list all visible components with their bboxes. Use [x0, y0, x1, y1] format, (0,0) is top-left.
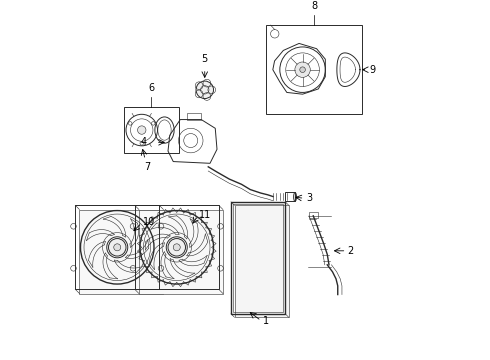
Text: 11: 11	[199, 210, 211, 220]
Bar	[309, 212, 318, 217]
Text: 3: 3	[306, 193, 312, 203]
Circle shape	[196, 81, 214, 99]
Text: 5: 5	[201, 54, 208, 64]
Text: 7: 7	[144, 162, 150, 172]
Bar	[79, 210, 164, 293]
Circle shape	[114, 244, 121, 251]
Circle shape	[300, 67, 305, 72]
Bar	[266, 25, 362, 114]
Text: 10: 10	[143, 217, 155, 227]
Bar	[235, 205, 289, 317]
Bar	[187, 113, 201, 120]
Text: 4: 4	[141, 137, 147, 147]
Bar	[124, 107, 178, 153]
Bar	[285, 192, 295, 201]
Circle shape	[295, 62, 310, 77]
Bar	[231, 202, 285, 314]
Bar	[75, 205, 159, 289]
Circle shape	[168, 239, 186, 256]
Text: 2: 2	[347, 246, 354, 256]
Circle shape	[108, 239, 126, 256]
Bar	[139, 210, 223, 293]
Circle shape	[173, 244, 180, 251]
Bar	[135, 205, 219, 289]
Text: 9: 9	[369, 65, 375, 75]
Text: 1: 1	[263, 316, 269, 326]
Circle shape	[138, 126, 146, 134]
Text: 6: 6	[148, 83, 154, 93]
Text: 8: 8	[311, 1, 317, 11]
Bar	[233, 204, 283, 312]
